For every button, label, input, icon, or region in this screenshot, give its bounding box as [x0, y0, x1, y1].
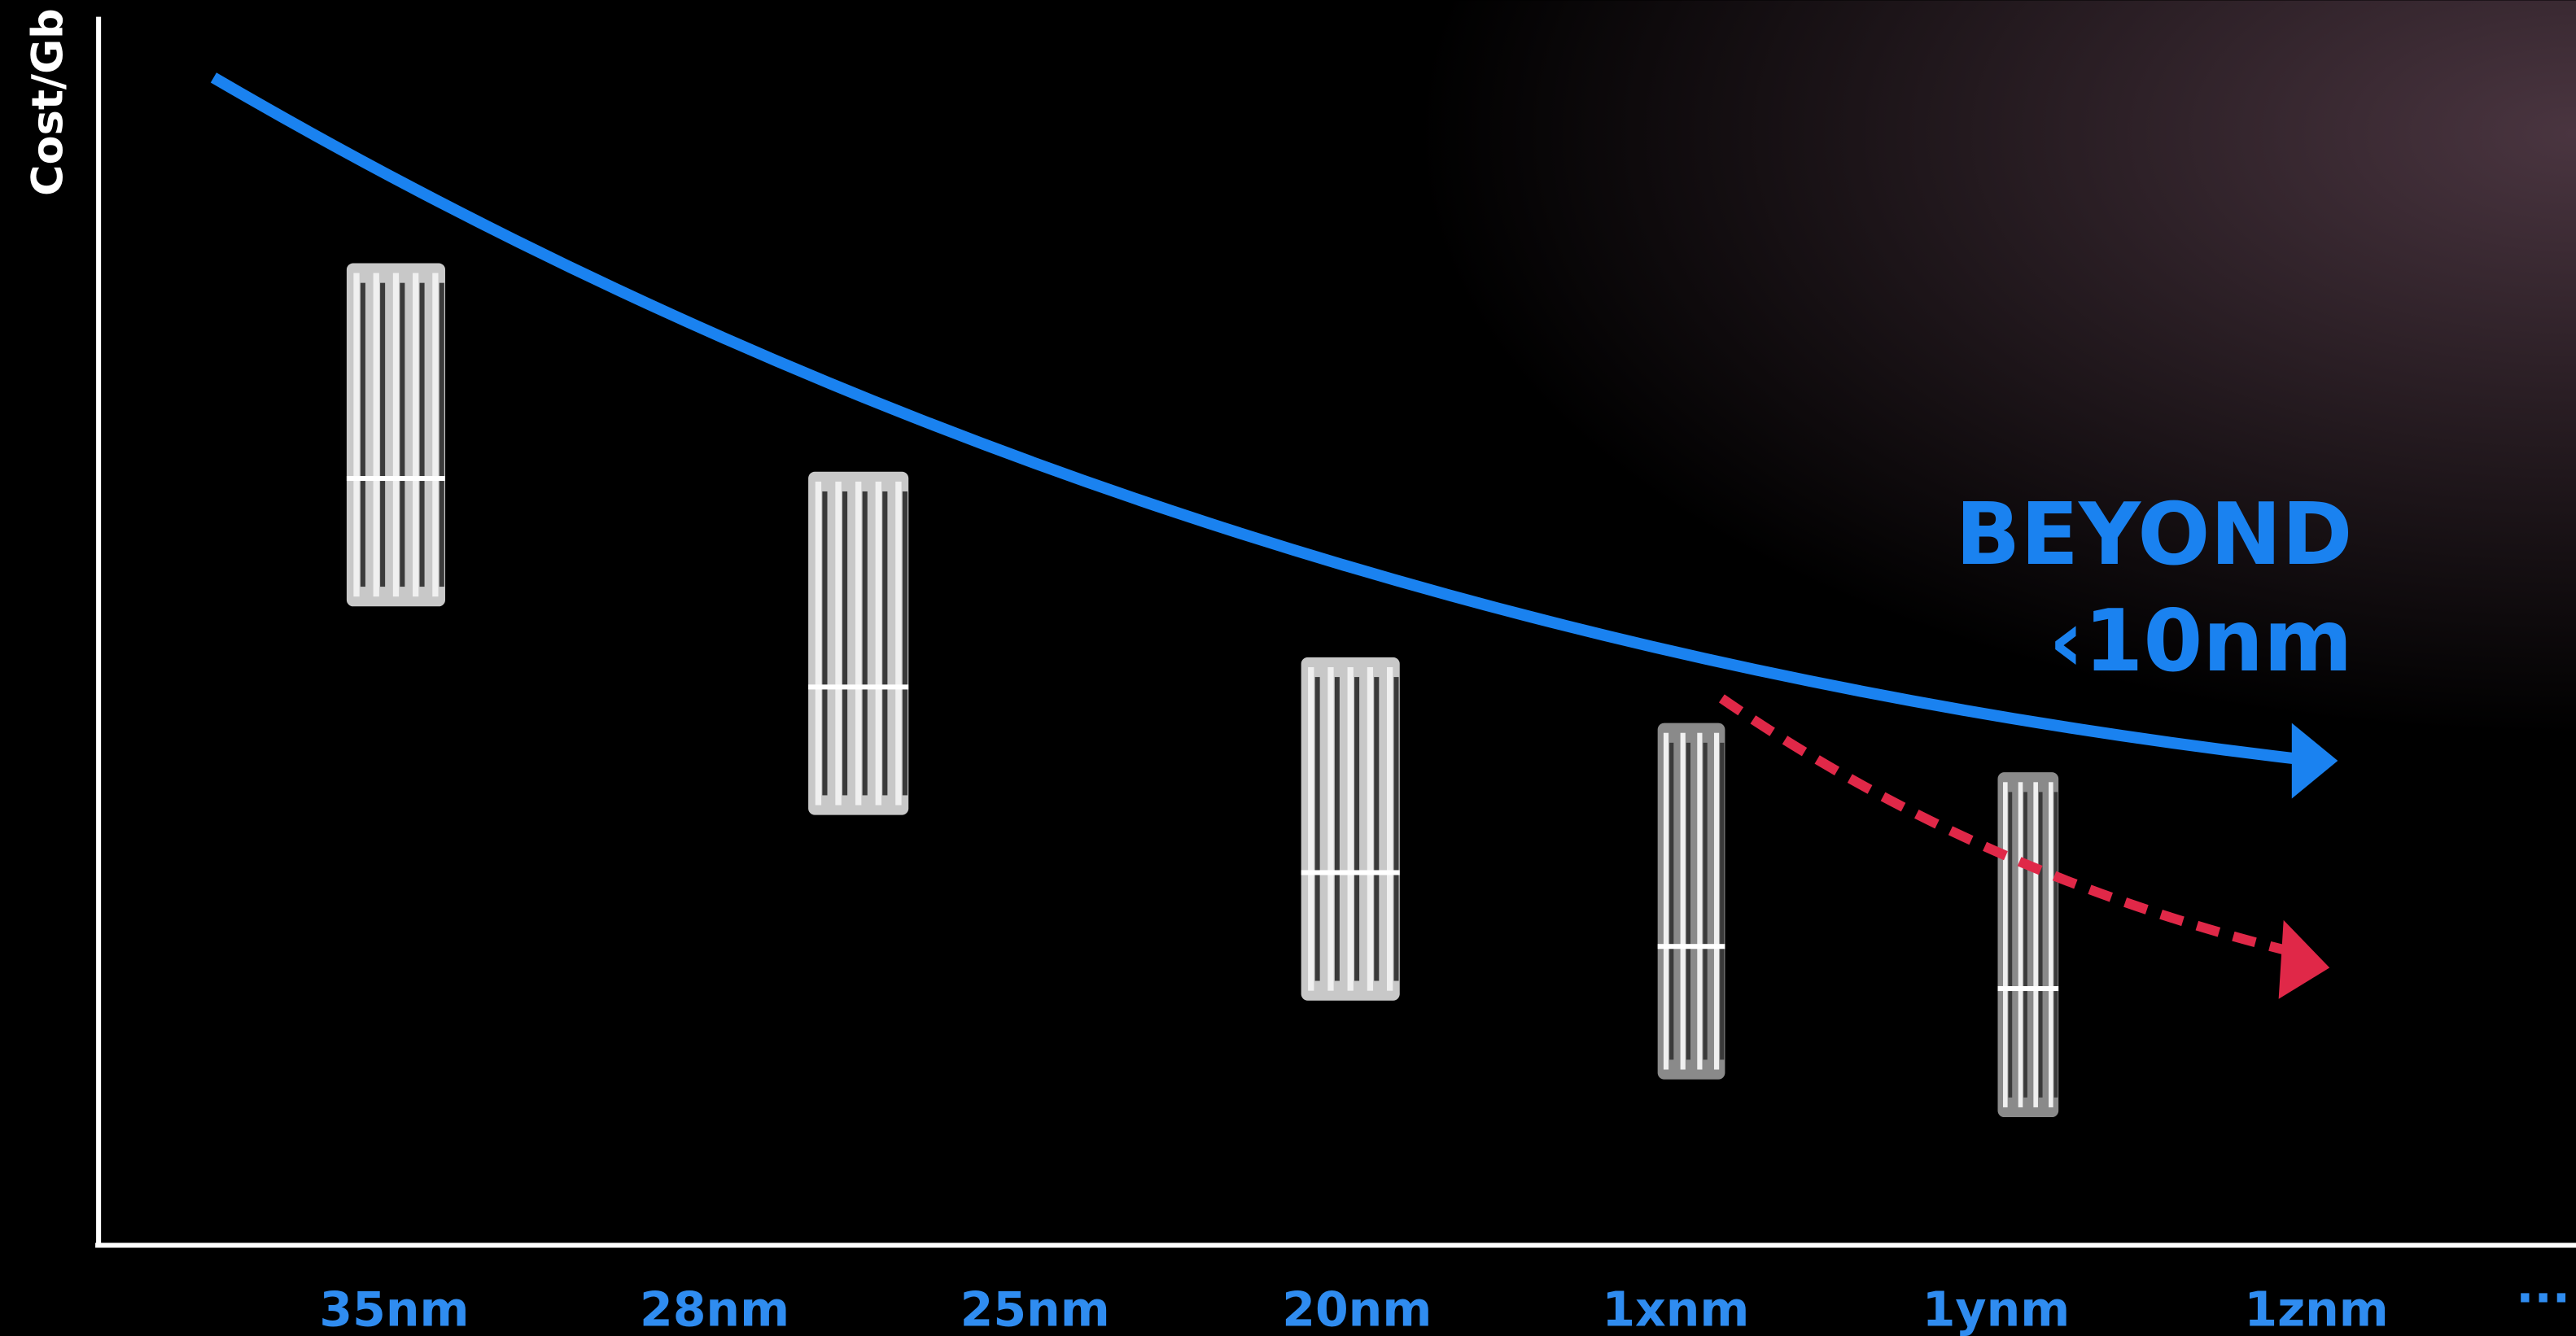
annotation-line: BEYOND	[1955, 485, 2352, 584]
chip-image	[1301, 657, 1400, 1001]
chip-gap	[360, 282, 365, 587]
axis-label: Cost/Gb	[24, 8, 73, 196]
chip-image	[346, 263, 446, 607]
chip-pillar	[895, 481, 902, 806]
trend-arrowhead	[2291, 723, 2338, 799]
chip-pillar	[413, 273, 419, 597]
chip-band	[808, 684, 909, 690]
chip-gap	[1703, 742, 1708, 1060]
ellipsis: ···	[2516, 1270, 2570, 1325]
chip-gap	[2008, 792, 2013, 1098]
beyond-arrowhead	[2278, 919, 2330, 999]
chip-gap	[882, 491, 888, 796]
category-label: 28nm	[640, 1281, 789, 1336]
chip-pillar	[1327, 666, 1334, 991]
chip-pillar	[875, 481, 881, 806]
chip-frame	[1657, 723, 1725, 1080]
chip-gap	[842, 491, 848, 796]
chip-gap	[380, 282, 386, 587]
chip-pillar	[1697, 732, 1703, 1070]
chip-frame	[1997, 772, 2059, 1118]
chip-band	[1657, 944, 1725, 950]
chip-pillar	[392, 273, 400, 597]
chip-pillar	[1680, 732, 1686, 1070]
chip-gap	[1374, 677, 1380, 981]
chip-gap	[1669, 742, 1674, 1060]
trend-curve	[210, 72, 2301, 766]
category-label: 35nm	[319, 1281, 469, 1336]
chip-pillar	[1308, 666, 1314, 991]
chip-pillar	[2033, 782, 2038, 1107]
chip-band	[1997, 985, 2059, 992]
chip-band	[346, 475, 446, 482]
chip-image	[1657, 723, 1725, 1080]
chip-pillar	[835, 481, 842, 806]
chip-gap	[822, 491, 828, 796]
chip-gap	[1720, 742, 1725, 1060]
chip-gap	[2038, 792, 2043, 1098]
chip-images	[346, 263, 2059, 1118]
chip-pillar	[1387, 666, 1393, 991]
chip-pillar	[1347, 666, 1354, 991]
category-label: 25nm	[960, 1281, 1110, 1336]
chip-pillar	[815, 481, 822, 806]
chip-pillar	[2018, 782, 2023, 1107]
category-label: 1xnm	[1602, 1281, 1749, 1336]
beyond-curve	[1718, 694, 2285, 955]
chip-gap	[1393, 677, 1399, 981]
chip-gap	[2053, 792, 2058, 1098]
chip-pillar	[1367, 666, 1374, 991]
chip-gap	[902, 491, 908, 796]
chip-gap	[862, 491, 868, 796]
chip-pillar	[1663, 732, 1669, 1070]
category-labels: 35nm 28nm 25nm 20nm 1xnm 1ynm 1znm	[319, 1281, 2388, 1336]
chip-gap	[400, 282, 405, 587]
chip-gap	[1354, 677, 1360, 981]
category-label: 1znm	[2244, 1281, 2388, 1336]
chip-gap	[1686, 742, 1691, 1060]
chip-pillar	[855, 481, 862, 806]
chip-pillar	[2003, 782, 2008, 1107]
chip-pillar	[373, 273, 379, 597]
chip-gap	[1334, 677, 1340, 981]
chip-pillar	[432, 273, 439, 597]
annotation-line: ‹10nm	[2049, 592, 2352, 691]
chip-image	[1997, 772, 2059, 1118]
chip-gap	[1314, 677, 1320, 981]
chip-pillar	[1713, 732, 1720, 1070]
chip-band	[1301, 870, 1400, 875]
chip-gap	[419, 282, 425, 587]
chip-pillar	[353, 273, 360, 597]
chip-pillar	[2049, 782, 2053, 1107]
chip-gap	[439, 282, 444, 587]
chip-image	[808, 471, 909, 815]
chip-gap	[2023, 792, 2027, 1098]
category-label: 20nm	[1282, 1281, 1432, 1336]
category-label: 1ynm	[1922, 1281, 2070, 1336]
